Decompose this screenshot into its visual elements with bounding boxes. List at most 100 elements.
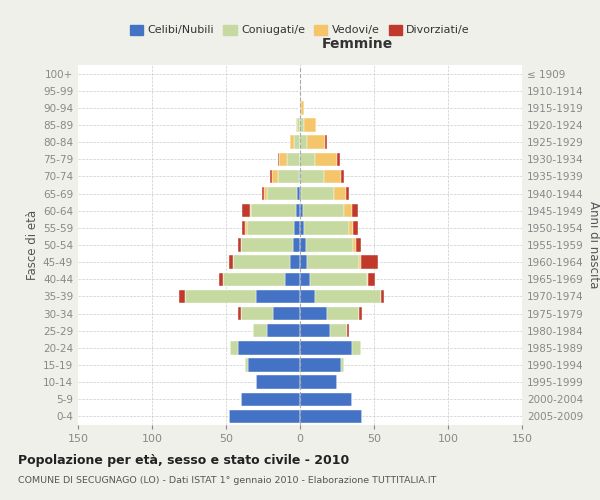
Bar	[306, 238, 353, 252]
Bar	[300, 101, 301, 114]
Bar	[307, 256, 359, 269]
Bar	[242, 221, 245, 234]
Bar	[242, 204, 250, 218]
Bar	[304, 221, 349, 234]
Bar	[294, 136, 300, 149]
Bar	[337, 152, 340, 166]
Bar	[265, 187, 268, 200]
Bar	[367, 272, 368, 286]
Bar	[185, 290, 256, 303]
Bar	[299, 170, 300, 183]
Bar	[300, 170, 323, 183]
Y-axis label: Anni di nascita: Anni di nascita	[587, 202, 600, 288]
Bar	[251, 204, 296, 218]
Bar	[349, 221, 353, 234]
Bar	[279, 152, 287, 166]
Bar	[250, 204, 251, 218]
Bar	[382, 290, 385, 303]
Bar	[272, 170, 278, 183]
Bar	[352, 204, 358, 218]
Bar	[300, 238, 306, 252]
Bar	[223, 272, 285, 286]
Bar	[268, 187, 297, 200]
Bar	[315, 290, 382, 303]
Bar	[296, 118, 297, 132]
Bar	[297, 118, 300, 132]
Text: Popolazione per età, sesso e stato civile - 2010: Popolazione per età, sesso e stato civil…	[18, 454, 349, 467]
Bar	[229, 256, 233, 269]
Bar	[356, 238, 361, 252]
Bar	[248, 358, 300, 372]
Bar	[241, 307, 274, 320]
Bar	[274, 307, 300, 320]
Bar	[300, 118, 304, 132]
Bar	[300, 290, 315, 303]
Bar	[301, 101, 304, 114]
Bar	[256, 376, 300, 389]
Bar	[262, 187, 265, 200]
Bar	[230, 341, 238, 354]
Bar	[300, 307, 326, 320]
Bar	[247, 221, 294, 234]
Bar	[300, 392, 352, 406]
Bar	[229, 410, 300, 423]
Bar	[300, 221, 304, 234]
Bar	[310, 272, 367, 286]
Bar	[253, 324, 268, 338]
Bar	[341, 170, 344, 183]
Bar	[245, 358, 248, 372]
Text: COMUNE DI SECUGNAGO (LO) - Dati ISTAT 1° gennaio 2010 - Elaborazione TUTTITALIA.: COMUNE DI SECUGNAGO (LO) - Dati ISTAT 1°…	[18, 476, 436, 485]
Bar	[346, 187, 349, 200]
Bar	[341, 358, 344, 372]
Bar	[294, 221, 300, 234]
Bar	[238, 307, 241, 320]
Bar	[278, 170, 299, 183]
Bar	[352, 341, 361, 354]
Bar	[300, 341, 352, 354]
Bar	[238, 341, 300, 354]
Bar	[361, 256, 379, 269]
Bar	[300, 187, 301, 200]
Bar	[359, 256, 361, 269]
Bar	[300, 358, 341, 372]
Bar	[315, 152, 337, 166]
Bar	[297, 187, 300, 200]
Bar	[323, 170, 341, 183]
Bar	[300, 410, 362, 423]
Bar	[307, 136, 325, 149]
Bar	[241, 392, 300, 406]
Bar	[325, 136, 326, 149]
Bar	[304, 118, 316, 132]
Bar	[296, 204, 300, 218]
Bar	[300, 84, 301, 98]
Bar	[300, 324, 329, 338]
Bar	[290, 256, 300, 269]
Bar	[300, 256, 307, 269]
Bar	[326, 307, 359, 320]
Bar	[359, 307, 362, 320]
Bar	[241, 238, 293, 252]
Bar	[268, 324, 300, 338]
Bar	[271, 170, 272, 183]
Legend: Celibi/Nubili, Coniugati/e, Vedovi/e, Divorziati/e: Celibi/Nubili, Coniugati/e, Vedovi/e, Di…	[125, 20, 475, 40]
Bar	[329, 324, 347, 338]
Bar	[368, 272, 376, 286]
Bar	[290, 136, 294, 149]
Bar	[179, 290, 185, 303]
Bar	[245, 221, 247, 234]
Bar	[344, 204, 352, 218]
Bar	[238, 238, 241, 252]
Bar	[300, 272, 310, 286]
Text: Femmine: Femmine	[322, 36, 394, 51]
Bar	[347, 324, 349, 338]
Bar	[278, 152, 279, 166]
Bar	[285, 272, 300, 286]
Bar	[293, 238, 300, 252]
Bar	[218, 272, 223, 286]
Bar	[301, 187, 334, 200]
Y-axis label: Fasce di età: Fasce di età	[26, 210, 39, 280]
Bar	[300, 204, 303, 218]
Bar	[287, 152, 300, 166]
Bar	[334, 187, 346, 200]
Bar	[300, 376, 337, 389]
